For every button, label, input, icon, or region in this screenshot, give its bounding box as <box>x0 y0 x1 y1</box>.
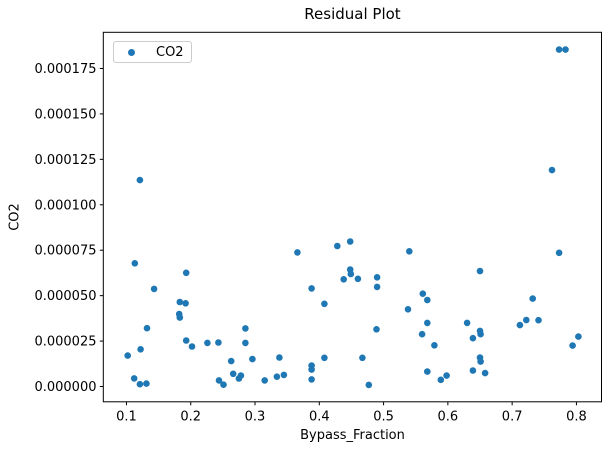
scatter-point <box>373 274 381 281</box>
scatter-point <box>280 371 288 379</box>
scatter-point <box>523 316 530 324</box>
y-tick-label: 0.000000 <box>34 380 96 395</box>
scatter-point <box>424 296 431 304</box>
axes-frame <box>102 31 603 403</box>
scatter-point <box>463 319 471 327</box>
scatter-point <box>569 342 576 349</box>
legend-label: CO2 <box>156 44 184 60</box>
scatter-point <box>308 366 315 373</box>
legend: CO2 <box>113 41 192 63</box>
scatter-point <box>321 354 328 362</box>
scatter-point <box>424 319 431 327</box>
scatter-point <box>477 358 484 365</box>
scatter-point <box>308 285 315 292</box>
scatter-point <box>130 375 138 382</box>
chart-title: Residual Plot <box>304 5 401 23</box>
scatter-point <box>308 376 315 383</box>
scatter-point <box>340 276 348 283</box>
scatter-point <box>143 380 150 387</box>
scatter-point <box>437 376 445 384</box>
scatter-point <box>261 377 269 384</box>
scatter-point <box>204 339 211 347</box>
scatter-point <box>249 355 256 363</box>
scatter-point <box>176 298 184 306</box>
scatter-point <box>215 339 222 346</box>
scatter-point <box>373 283 381 291</box>
scatter-point <box>575 333 582 340</box>
scatter-point <box>555 249 563 257</box>
scatter-point <box>176 314 184 321</box>
scatter-point <box>516 321 524 329</box>
scatter-point <box>182 337 190 344</box>
scatter-point <box>359 354 366 362</box>
scatter-point <box>562 46 569 53</box>
scatter-point <box>182 300 189 307</box>
scatter-point <box>227 357 235 365</box>
scatter-point <box>365 381 373 389</box>
scatter-point <box>404 306 412 313</box>
scatter-point <box>273 373 281 381</box>
scatter-point <box>136 380 144 388</box>
scatter-point <box>124 352 131 359</box>
scatter-point <box>529 295 536 302</box>
scatter-point <box>334 242 341 250</box>
y-tick-label: 0.000050 <box>34 289 96 304</box>
scatter-point <box>321 300 328 308</box>
x-tick-label: 0.3 <box>245 410 266 425</box>
scatter-point <box>188 343 196 350</box>
x-tick-label: 0.6 <box>438 410 459 425</box>
scatter-point <box>242 325 249 332</box>
x-axis-label: Bypass_Fraction <box>300 428 405 443</box>
scatter-point <box>215 377 223 384</box>
scatter-point <box>150 285 158 293</box>
scatter-point <box>237 372 245 379</box>
scatter-point <box>443 372 450 379</box>
scatter-point <box>229 370 237 378</box>
scatter-point <box>220 381 227 389</box>
scatter-point <box>354 275 362 283</box>
scatter-point <box>347 270 355 278</box>
y-tick-label: 0.000025 <box>34 335 96 350</box>
scatter-point <box>182 269 190 277</box>
y-tick-label: 0.000150 <box>34 107 96 122</box>
scatter-point <box>406 248 413 255</box>
scatter-point <box>477 330 484 338</box>
scatter-point <box>431 342 438 349</box>
scatter-point <box>137 346 144 353</box>
scatter-point <box>143 324 151 332</box>
x-tick-label: 0.5 <box>373 410 394 425</box>
scatter-point <box>555 46 563 53</box>
x-tick-label: 0.4 <box>309 410 330 425</box>
y-tick-label: 0.000075 <box>34 244 96 259</box>
scatter-point <box>481 369 489 377</box>
scatter-point <box>535 316 542 324</box>
scatter-point <box>419 290 427 298</box>
y-tick-label: 0.000175 <box>34 62 96 77</box>
scatter-point <box>476 267 484 275</box>
x-tick-label: 0.7 <box>502 410 523 425</box>
scatter-point <box>136 176 144 184</box>
scatter-point <box>469 367 477 374</box>
y-tick-label: 0.000125 <box>34 153 96 168</box>
scatter-point <box>469 334 477 342</box>
scatter-point <box>418 330 426 338</box>
scatter-point <box>548 166 556 174</box>
y-tick-label: 0.000100 <box>34 198 96 213</box>
scatter-point <box>424 368 431 375</box>
scatter-point <box>131 260 139 267</box>
x-tick-label: 0.1 <box>116 410 137 425</box>
scatter-point <box>346 238 354 245</box>
x-tick-label: 0.8 <box>566 410 587 425</box>
legend-marker-icon <box>128 48 135 56</box>
scatter-point <box>242 339 249 347</box>
scatter-point <box>276 354 283 361</box>
scatter-point <box>294 249 301 256</box>
scatter-point <box>373 326 380 333</box>
x-tick-label: 0.2 <box>180 410 201 425</box>
